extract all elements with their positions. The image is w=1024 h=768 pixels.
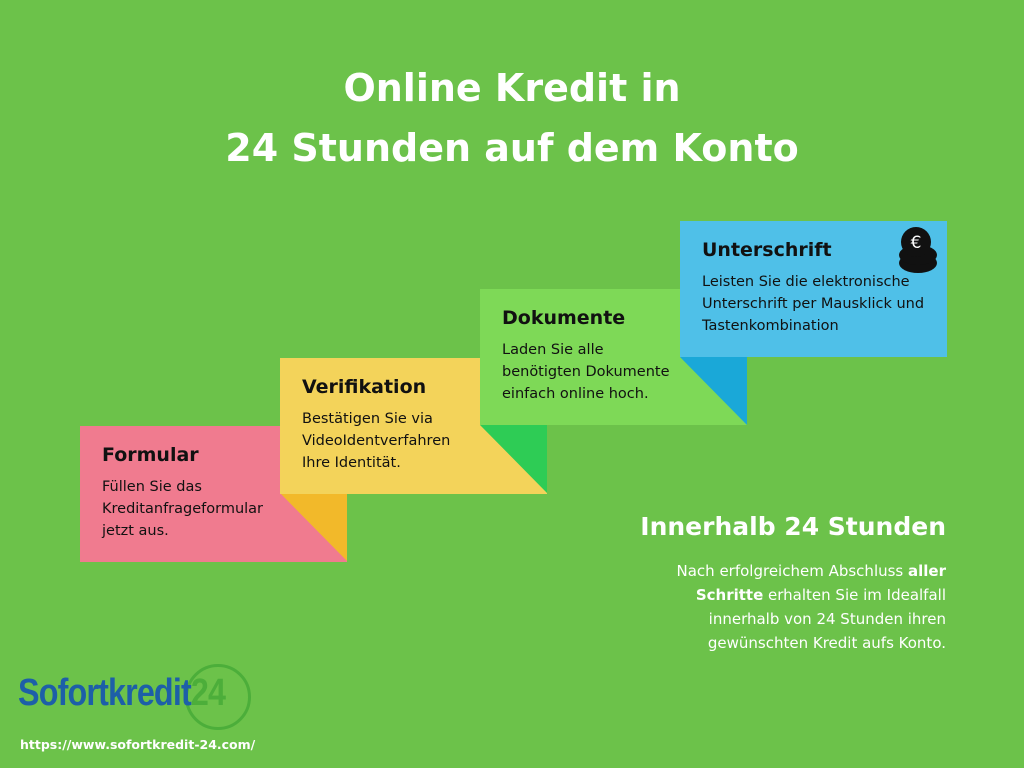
logo-text: Sofortkredit <box>18 672 192 714</box>
step-text: Laden Sie alle benötigten Dokumente einf… <box>502 342 670 402</box>
logo: Sofortkredit24 <box>18 672 226 715</box>
step-title: Formular <box>102 444 199 466</box>
euro-coins-icon: € <box>899 227 937 273</box>
logo-ring <box>185 664 251 730</box>
step-title: Verifikation <box>302 376 427 398</box>
info-block: Innerhalb 24 Stunden Nach erfolgreichem … <box>640 512 946 655</box>
info-text-part: Nach erfolgreichem Abschluss <box>676 562 909 580</box>
title-line-2: 24 Stunden auf dem Konto <box>225 126 799 170</box>
step-title: Dokumente <box>502 307 626 329</box>
step-card-unterschrift: Unterschrift Leisten Sie die elektronisc… <box>680 221 947 357</box>
page-title: Online Kredit in 24 Stunden auf dem Kont… <box>0 58 1024 178</box>
svg-text:€: € <box>911 233 922 253</box>
step-title: Unterschrift <box>702 239 832 261</box>
title-line-1: Online Kredit in <box>343 66 681 110</box>
info-text-part: erhalten Sie im Idealfall innerhalb von … <box>707 586 946 652</box>
logo-number: 24 <box>190 672 226 714</box>
step-text: Bestätigen Sie via VideoIdentverfahren I… <box>302 411 451 471</box>
info-heading: Innerhalb 24 Stunden <box>640 512 946 541</box>
website-url: https://www.sofortkredit-24.com/ <box>20 737 256 752</box>
info-text-bold: aller Schritte <box>695 562 946 604</box>
step-text: Leisten Sie die elektronische Unterschri… <box>702 274 925 334</box>
step-text: Füllen Sie das Kreditanfrageformular jet… <box>102 479 264 539</box>
info-text: Nach erfolgreichem Abschluss aller Schri… <box>646 559 946 655</box>
